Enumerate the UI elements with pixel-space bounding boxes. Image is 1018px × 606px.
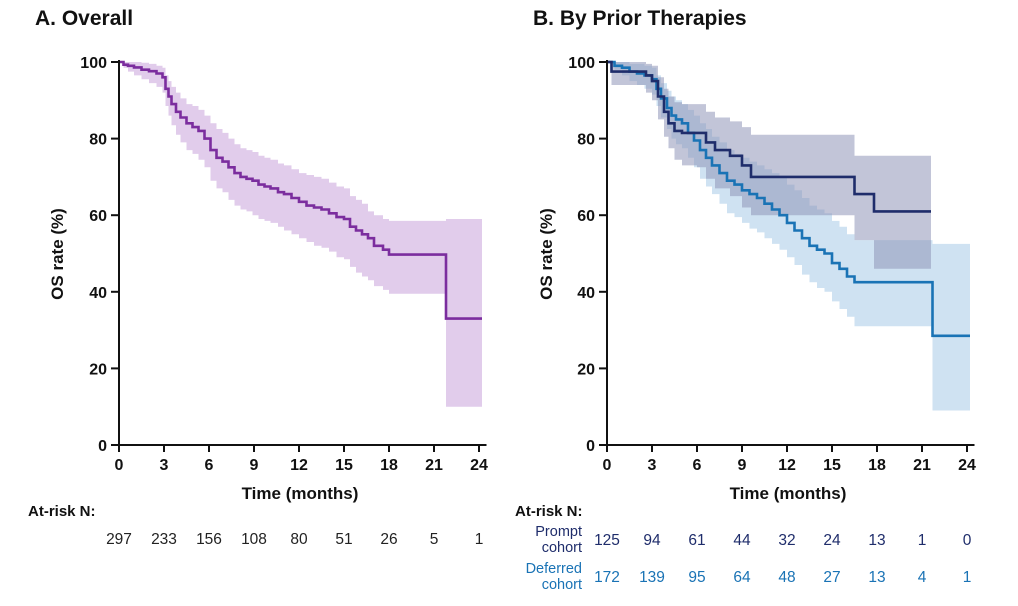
y-axis-label: OS rate (%) [537,208,556,300]
at-risk-count: 13 [868,569,885,586]
at-risk-count: 0 [963,532,972,549]
at-risk-count: 13 [868,532,885,549]
at-risk-count: 32 [778,532,795,549]
x-tick-label: 0 [115,457,124,474]
x-tick-label: 6 [205,457,214,474]
y-tick-label: 100 [80,55,107,72]
x-tick-label: 3 [160,457,169,474]
confidence-bands [119,62,482,407]
x-tick-label: 15 [823,457,841,474]
at-risk-cohort-name: Prompt [535,524,582,540]
x-tick-label: 21 [425,457,443,474]
at-risk-count: 1 [475,531,484,548]
panel-title: B. By Prior Therapies [533,7,747,30]
axes: 0 20 40 60 80 100 0 3 6 9 12 15 18 21 24 [80,55,488,474]
survival-curve-overall [119,60,482,320]
at-risk-count: 4 [918,569,927,586]
survival-curve-prompt-cohort [607,60,931,213]
x-tick-label: 12 [778,457,796,474]
y-tick-label: 0 [586,438,595,455]
survival-curves [607,60,970,338]
at-risk-count: 24 [823,532,841,549]
at-risk-count: 26 [380,531,397,548]
y-tick-label: 20 [89,361,107,378]
y-tick-label: 0 [98,438,107,455]
at-risk-count: 80 [290,531,308,548]
x-tick-label: 21 [913,457,931,474]
x-tick-label: 24 [958,457,976,474]
y-axis-label: OS rate (%) [48,208,67,300]
y-tick-label: 80 [89,132,107,149]
at-risk-count: 94 [643,532,661,549]
x-tick-label: 12 [290,457,308,474]
x-axis-label: Time (months) [730,484,847,503]
at-risk-count: 172 [594,569,620,586]
at-risk-count: 44 [733,532,751,549]
x-tick-label: 0 [603,457,612,474]
panel-title: A. Overall [35,7,133,30]
at-risk-count: 233 [151,531,177,548]
x-tick-label: 3 [648,457,657,474]
at-risk-count: 125 [594,532,620,549]
y-tick-label: 20 [577,361,595,378]
at-risk-count: 156 [196,531,222,548]
y-tick-label: 80 [577,132,595,149]
at-risk-table: 297 233 156 108 80 51 26 5 1 [106,531,483,548]
at-risk-count: 64 [733,569,751,586]
at-risk-cohort-name: cohort [542,577,582,593]
axes: 0 20 40 60 80 100 0 3 6 9 12 15 18 21 24 [568,55,976,474]
at-risk-count: 95 [688,569,705,586]
at-risk-count: 5 [430,531,439,548]
x-axis-label: Time (months) [242,484,359,503]
x-tick-label: 18 [380,457,398,474]
y-tick-label: 40 [577,285,595,302]
at-risk-label: At-risk N: [515,503,583,520]
x-tick-label: 9 [738,457,747,474]
at-risk-label: At-risk N: [28,503,96,520]
y-tick-label: 100 [568,55,595,72]
at-risk-count: 48 [778,569,795,586]
y-tick-label: 60 [577,208,595,225]
x-tick-label: 9 [250,457,259,474]
x-tick-label: 6 [693,457,702,474]
x-tick-label: 18 [868,457,886,474]
survival-curves [119,60,482,320]
confidence-band-overall [119,62,482,407]
at-risk-count: 297 [106,531,132,548]
at-risk-count: 61 [688,532,705,549]
confidence-bands [607,62,970,411]
at-risk-count: 51 [335,531,352,548]
confidence-band-prompt-cohort [607,62,931,269]
at-risk-count: 1 [918,532,927,549]
x-tick-label: 15 [335,457,353,474]
at-risk-count: 139 [639,569,665,586]
at-risk-count: 27 [823,569,840,586]
at-risk-count: 108 [241,531,267,548]
y-tick-label: 40 [89,285,107,302]
at-risk-count: 1 [963,569,972,586]
survival-curve-deferred-cohort [607,60,970,338]
at-risk-cohort-name: cohort [542,540,582,556]
y-tick-label: 60 [89,208,107,225]
x-tick-label: 24 [470,457,488,474]
at-risk-cohort-name: Deferred [526,561,582,577]
